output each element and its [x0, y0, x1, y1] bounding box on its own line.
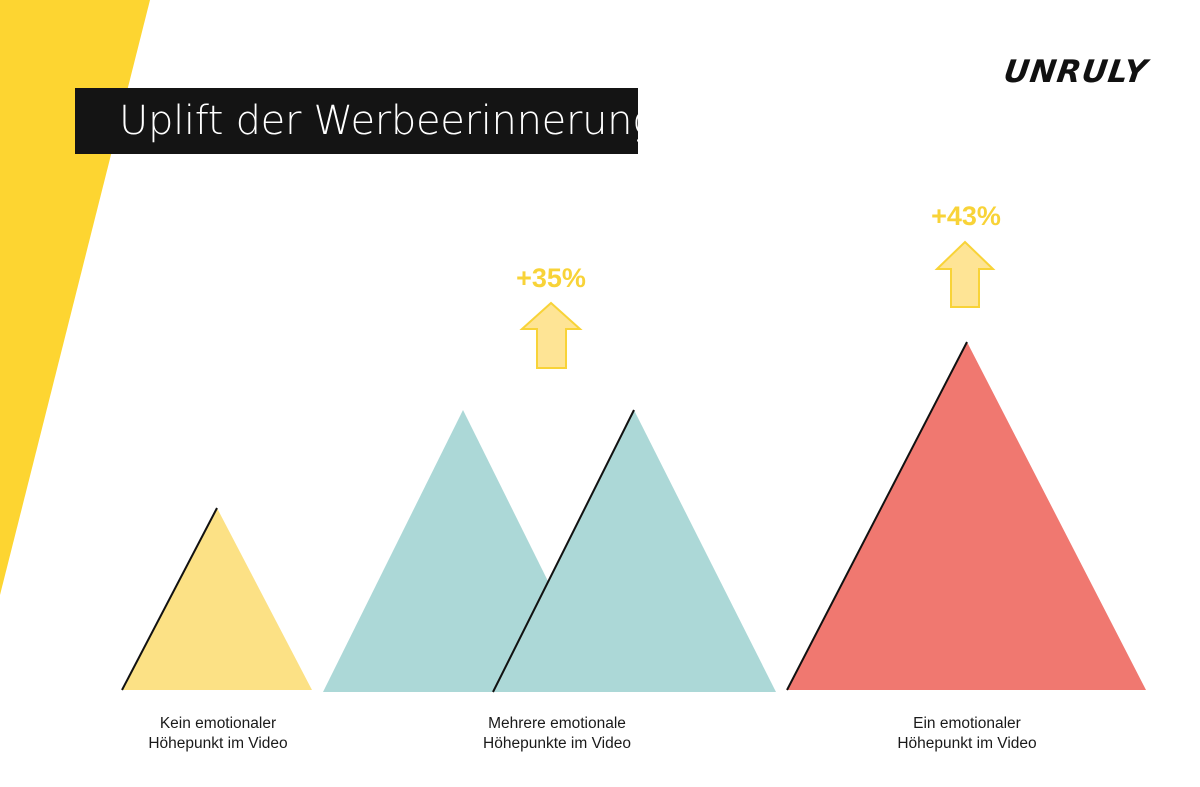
- category-label-mehrere: Mehrere emotionale Höhepunkte im Video: [483, 715, 631, 752]
- triangle-ein-emotionaler: [787, 342, 1146, 690]
- uplift-label-ein: +43%: [931, 201, 1001, 231]
- category-label-kein: Kein emotionaler Höhepunkt im Video: [148, 715, 288, 752]
- up-arrow-icon: [519, 301, 583, 369]
- triangle-mehrere-edge: [492, 409, 635, 693]
- triangle-kein-emotionaler: [122, 508, 312, 690]
- brand-logo: UNRULY: [1001, 54, 1151, 90]
- category-label-ein: Ein emotionaler Höhepunkt im Video: [897, 715, 1037, 752]
- uplift-label-mehrere: +35%: [516, 263, 586, 293]
- triangle-ein-edge: [786, 341, 968, 691]
- triangle-kein-edge: [121, 507, 218, 691]
- chart-title: Uplift der Werbeerinnerung: [119, 98, 656, 144]
- chart-title-box: Uplift der Werbeerinnerung: [75, 88, 656, 154]
- triangle-mehrere-2: [493, 410, 776, 692]
- up-arrow-icon: [934, 240, 996, 308]
